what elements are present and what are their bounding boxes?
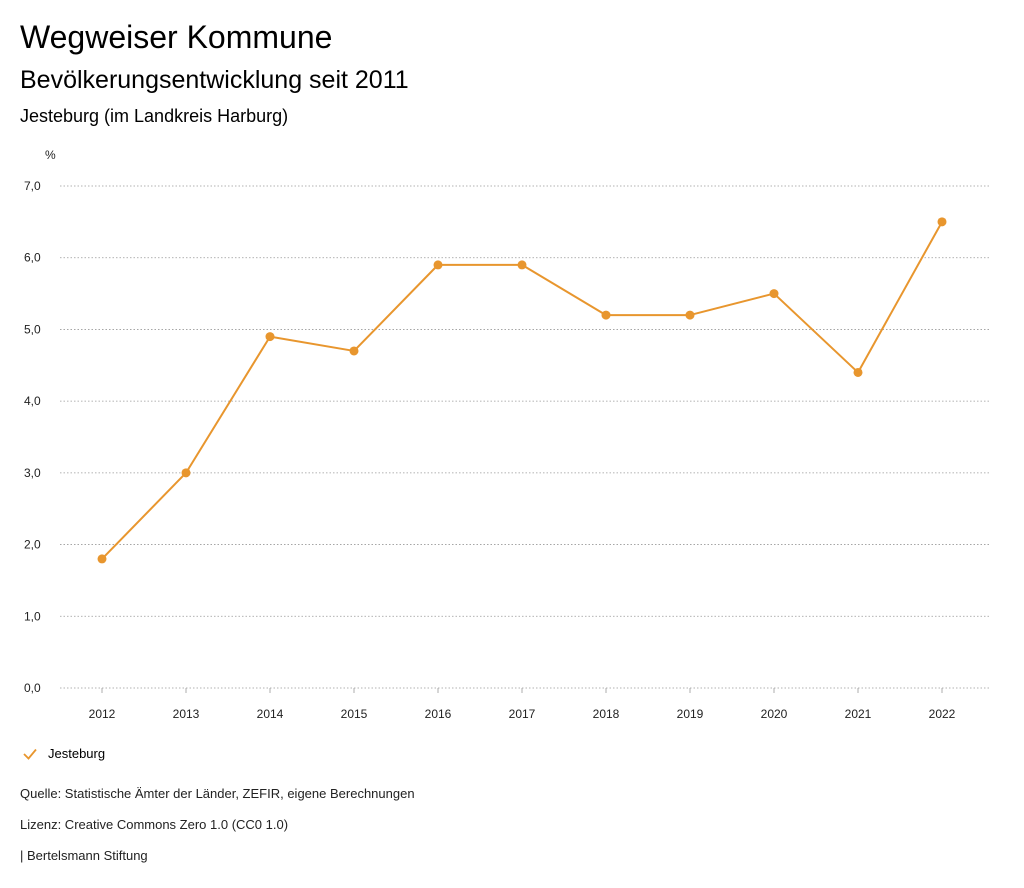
x-axis-ticks: 2012 2013 2014 2015 2016 2017 2018 2019 2020 2021… — [89, 688, 956, 721]
chart-title: Wegweiser Kommune — [20, 19, 333, 55]
y-tick-label: 1,0 — [24, 609, 41, 623]
y-tick-label: 4,0 — [24, 394, 41, 408]
source-note: Quelle: Statistische Ämter der Länder, Z… — [20, 786, 415, 801]
chart-subtitle: Bevölkerungsentwicklung seit 2011 — [20, 66, 409, 94]
publisher-note: | Bertelsmann Stiftung — [20, 848, 148, 863]
series-lines — [101, 221, 943, 560]
y-tick-label: 0,0 — [24, 681, 41, 695]
data-point[interactable] — [349, 346, 359, 356]
legend-label: Jesteburg — [48, 746, 106, 761]
x-tick-label: 2019 — [677, 707, 704, 721]
x-tick-label: 2020 — [761, 707, 788, 721]
data-point[interactable] — [769, 289, 779, 299]
x-tick-label: 2021 — [845, 707, 872, 721]
data-point[interactable] — [265, 332, 275, 342]
data-point[interactable] — [853, 367, 863, 377]
data-point[interactable] — [517, 260, 527, 270]
line-chart: % 0,01,02,03,04,05,06,07,0 2012 2013 2014 2… — [24, 148, 990, 721]
x-tick-label: 2014 — [257, 707, 284, 721]
x-tick-label: 2013 — [173, 707, 200, 721]
data-point[interactable] — [181, 468, 191, 478]
data-point[interactable] — [601, 310, 611, 320]
legend[interactable]: Jesteburg — [22, 744, 105, 764]
license-note: Lizenz: Creative Commons Zero 1.0 (CC0 1… — [20, 817, 289, 832]
region-label: Jesteburg (im Landkreis Harburg) — [20, 106, 289, 126]
y-axis-ticks: 0,0 1,0 2,0 3,0 4,0 5,0 6,0 7,0 — [24, 179, 41, 695]
x-tick-label: 2016 — [425, 707, 452, 721]
y-tick-label: 3,0 — [24, 466, 41, 480]
y-tick-label: 6,0 — [24, 251, 41, 265]
series-line — [101, 221, 943, 560]
grid-lines — [60, 185, 990, 689]
x-tick-label: 2015 — [341, 707, 368, 721]
data-point[interactable] — [685, 310, 695, 320]
data-point[interactable] — [937, 217, 947, 227]
data-point[interactable] — [433, 260, 443, 270]
x-tick-label: 2022 — [929, 707, 956, 721]
y-tick-label: 5,0 — [24, 322, 41, 336]
check-icon — [23, 748, 37, 760]
x-tick-label: 2018 — [593, 707, 620, 721]
x-tick-label: 2012 — [89, 707, 116, 721]
series-points[interactable] — [97, 217, 947, 564]
x-tick-label: 2017 — [509, 707, 536, 721]
data-point[interactable] — [97, 554, 107, 564]
y-tick-label: 2,0 — [24, 538, 41, 552]
y-axis-unit: % — [45, 148, 56, 162]
y-tick-label: 7,0 — [24, 179, 41, 193]
